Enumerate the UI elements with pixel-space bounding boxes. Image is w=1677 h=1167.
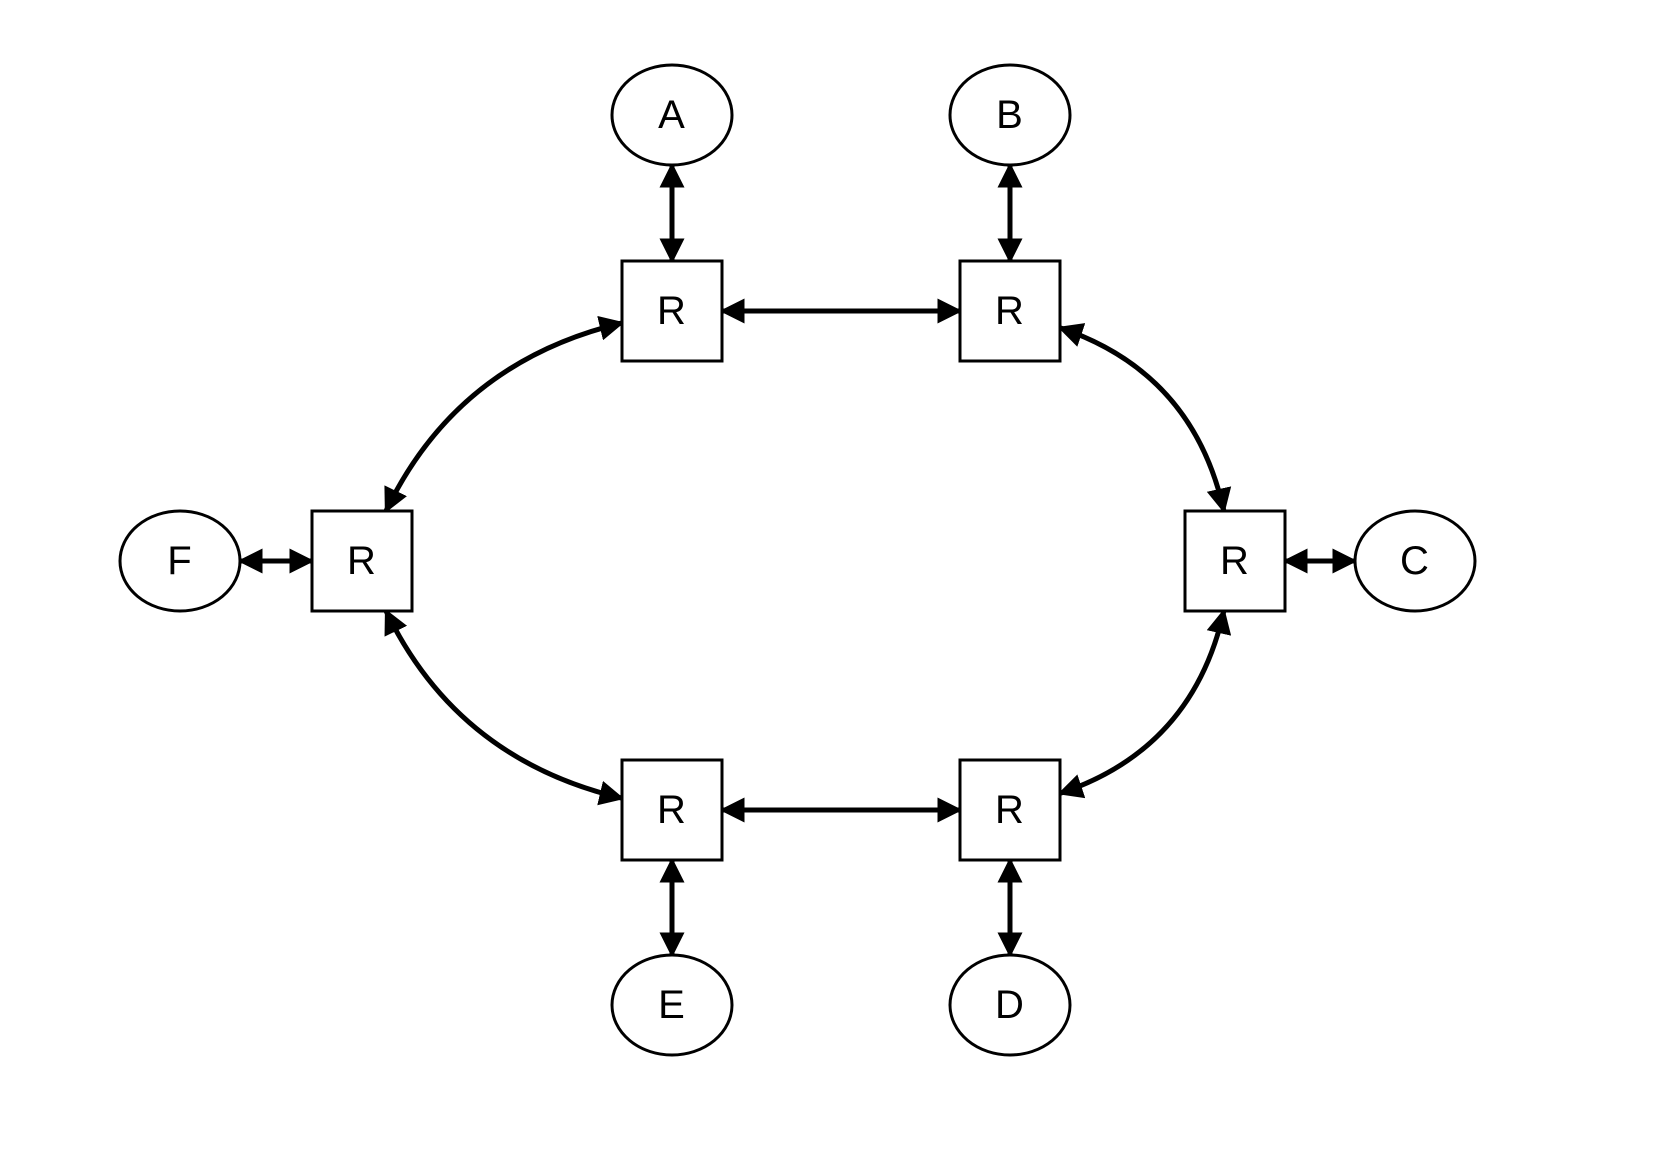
node-label-host-A: A <box>658 93 686 137</box>
node-host-C: C <box>1355 511 1475 611</box>
node-router-3: R <box>1185 511 1285 611</box>
node-label-router-5: R <box>657 788 687 832</box>
edge-router-5-router-6 <box>386 611 622 798</box>
edge-router-2-router-3 <box>1060 328 1224 511</box>
node-host-A: A <box>612 65 732 165</box>
node-label-host-F: F <box>167 539 192 583</box>
node-label-router-1: R <box>657 289 687 333</box>
node-router-2: R <box>960 261 1060 361</box>
node-host-F: F <box>120 511 240 611</box>
node-label-router-2: R <box>995 289 1025 333</box>
node-host-B: B <box>950 65 1070 165</box>
node-label-host-B: B <box>996 93 1024 137</box>
edge-router-6-router-1 <box>386 323 622 511</box>
node-host-D: D <box>950 955 1070 1055</box>
node-router-5: R <box>622 760 722 860</box>
node-label-host-C: C <box>1400 539 1430 583</box>
node-label-host-D: D <box>995 983 1025 1027</box>
node-label-host-E: E <box>658 983 686 1027</box>
node-label-router-6: R <box>347 539 377 583</box>
node-label-router-4: R <box>995 788 1025 832</box>
network-diagram: A B C D E F R R R R R R <box>0 0 1677 1167</box>
node-host-E: E <box>612 955 732 1055</box>
node-label-router-3: R <box>1220 539 1250 583</box>
node-router-4: R <box>960 760 1060 860</box>
node-router-6: R <box>312 511 412 611</box>
edge-router-3-router-4 <box>1060 611 1224 793</box>
node-router-1: R <box>622 261 722 361</box>
